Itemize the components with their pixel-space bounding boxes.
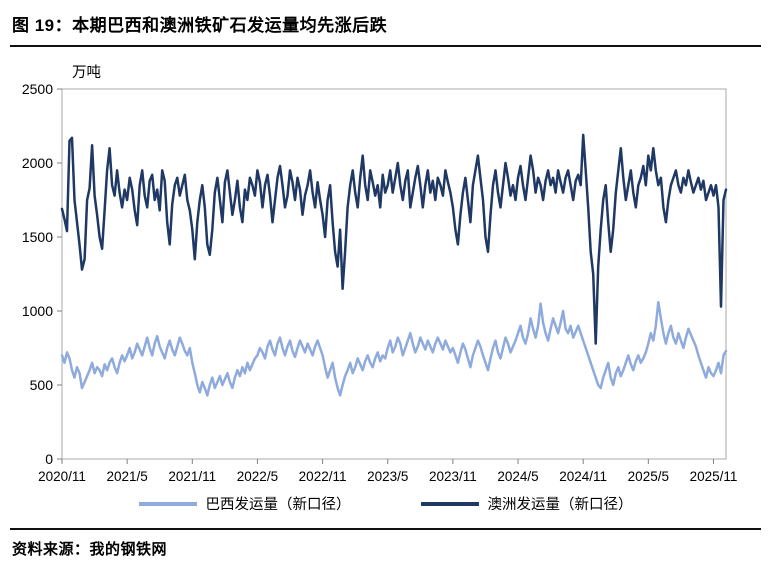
y-tick-label: 500 — [30, 377, 54, 393]
legend-label-australia: 澳洲发运量（新口径） — [487, 497, 633, 513]
x-tick-label: 2025/11 — [690, 469, 738, 484]
report-page: 图 19：本期巴西和澳洲铁矿石发运量均先涨后跌 0 500 1000 1500 2000… — [10, 16, 761, 565]
legend-item-australia: 澳洲发运量（新口径） — [420, 493, 633, 514]
footer: 资料来源：我的钢铁网 — [10, 528, 761, 565]
x-tick-label: 2024/11 — [559, 469, 607, 484]
legend-label-brazil: 巴西发运量（新口径） — [205, 497, 351, 513]
chart-canvas: 0 500 1000 1500 2000 2500 2020/11 2021/5 2021/11… — [22, 64, 738, 484]
australia-series-line — [60, 133, 728, 345]
title-divider — [10, 45, 761, 47]
y-tick-label: 2000 — [22, 155, 53, 171]
australia-line-swatch — [420, 501, 479, 506]
x-tick-label: 2024/5 — [497, 469, 538, 484]
y-axis-unit-label: 万吨 — [72, 64, 101, 81]
source-text: 资料来源：我的钢铁网 — [12, 541, 168, 558]
x-tick-label: 2023/5 — [367, 469, 408, 484]
x-tick-label: 2023/11 — [429, 469, 477, 484]
y-tick-label: 1000 — [22, 303, 53, 319]
x-tick-label: 2022/11 — [299, 469, 347, 484]
x-tick-label: 2025/5 — [628, 469, 669, 484]
brazil-line-swatch — [138, 501, 197, 506]
x-tick-label: 2022/5 — [237, 469, 278, 484]
y-tick-label: 1500 — [22, 229, 53, 245]
x-tick-label: 2021/11 — [168, 469, 216, 484]
y-tick-label: 2500 — [22, 81, 53, 97]
figure-title: 图 19：本期巴西和澳洲铁矿石发运量均先涨后跌 — [12, 16, 388, 35]
brazil-series-line — [60, 300, 728, 397]
legend-item-brazil: 巴西发运量（新口径） — [138, 493, 351, 514]
legend: 巴西发运量（新口径） 澳洲发运量（新口径） — [10, 493, 761, 514]
plot-border — [61, 88, 727, 460]
x-tick-label: 2020/11 — [38, 469, 86, 484]
y-tick-label: 0 — [45, 451, 53, 467]
source-divider — [10, 528, 761, 530]
chart: 0 500 1000 1500 2000 2500 2020/11 2021/5 2021/11… — [10, 59, 761, 514]
x-tick-label: 2021/5 — [106, 469, 147, 484]
